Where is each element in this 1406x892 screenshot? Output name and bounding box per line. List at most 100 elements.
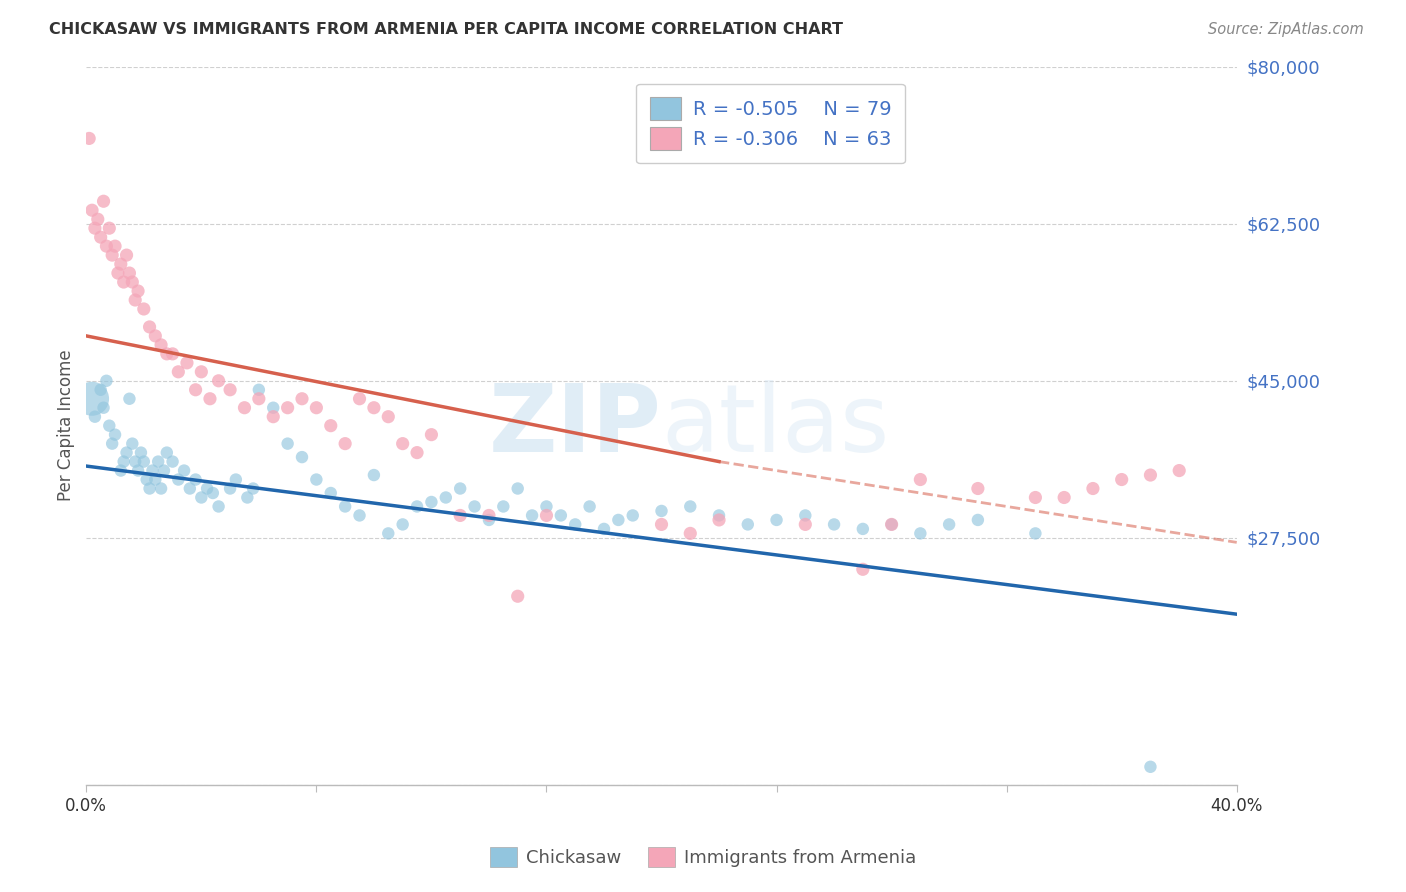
Point bbox=[852, 522, 875, 536]
Point bbox=[464, 500, 486, 514]
Point bbox=[138, 482, 160, 496]
Point bbox=[98, 221, 121, 235]
Point bbox=[87, 212, 110, 227]
Point bbox=[305, 473, 328, 487]
Point bbox=[101, 436, 124, 450]
Point bbox=[190, 365, 212, 379]
Point bbox=[132, 301, 155, 316]
Point bbox=[127, 464, 149, 478]
Point bbox=[124, 293, 146, 307]
Point bbox=[880, 517, 903, 532]
Point bbox=[707, 508, 730, 523]
Point bbox=[173, 464, 195, 478]
Point bbox=[96, 239, 118, 253]
Point bbox=[156, 347, 179, 361]
Point bbox=[910, 526, 932, 541]
Legend: R = -0.505    N = 79, R = -0.306    N = 63: R = -0.505 N = 79, R = -0.306 N = 63 bbox=[637, 84, 905, 163]
Point bbox=[794, 508, 817, 523]
Point bbox=[153, 464, 176, 478]
Point bbox=[93, 401, 115, 415]
Point bbox=[121, 275, 143, 289]
Point bbox=[127, 284, 149, 298]
Point bbox=[536, 500, 558, 514]
Point bbox=[262, 401, 284, 415]
Point bbox=[242, 482, 264, 496]
Point bbox=[184, 383, 207, 397]
Point bbox=[167, 365, 190, 379]
Point bbox=[77, 131, 100, 145]
Point bbox=[84, 221, 107, 235]
Point bbox=[195, 482, 218, 496]
Point bbox=[679, 500, 702, 514]
Point bbox=[737, 517, 759, 532]
Point bbox=[104, 239, 127, 253]
Point bbox=[277, 436, 299, 450]
Point bbox=[162, 454, 184, 468]
Point bbox=[219, 383, 242, 397]
Point bbox=[90, 383, 112, 397]
Text: CHICKASAW VS IMMIGRANTS FROM ARMENIA PER CAPITA INCOME CORRELATION CHART: CHICKASAW VS IMMIGRANTS FROM ARMENIA PER… bbox=[49, 22, 844, 37]
Point bbox=[198, 392, 221, 406]
Point bbox=[135, 473, 157, 487]
Point bbox=[607, 513, 630, 527]
Point bbox=[420, 495, 443, 509]
Point bbox=[184, 473, 207, 487]
Point bbox=[118, 392, 141, 406]
Point bbox=[179, 482, 201, 496]
Point bbox=[578, 500, 600, 514]
Point bbox=[434, 491, 457, 505]
Point bbox=[333, 500, 356, 514]
Point bbox=[143, 329, 166, 343]
Point bbox=[1081, 482, 1104, 496]
Point bbox=[550, 508, 572, 523]
Point bbox=[107, 266, 129, 280]
Point bbox=[176, 356, 198, 370]
Point bbox=[141, 464, 163, 478]
Point bbox=[190, 491, 212, 505]
Point bbox=[110, 257, 132, 271]
Point bbox=[156, 445, 179, 459]
Point bbox=[349, 508, 371, 523]
Point bbox=[910, 473, 932, 487]
Point bbox=[1111, 473, 1133, 487]
Point bbox=[262, 409, 284, 424]
Point bbox=[80, 392, 103, 406]
Point bbox=[129, 445, 152, 459]
Point bbox=[236, 491, 259, 505]
Point bbox=[219, 482, 242, 496]
Point bbox=[162, 347, 184, 361]
Point bbox=[852, 562, 875, 576]
Point bbox=[492, 500, 515, 514]
Point bbox=[449, 482, 471, 496]
Point bbox=[96, 374, 118, 388]
Point bbox=[110, 464, 132, 478]
Point bbox=[118, 266, 141, 280]
Point bbox=[277, 401, 299, 415]
Point bbox=[564, 517, 586, 532]
Point bbox=[112, 275, 135, 289]
Text: ZIP: ZIP bbox=[489, 380, 661, 472]
Point bbox=[478, 508, 501, 523]
Point bbox=[167, 473, 190, 487]
Point bbox=[201, 486, 224, 500]
Point bbox=[225, 473, 247, 487]
Y-axis label: Per Capita Income: Per Capita Income bbox=[58, 350, 75, 501]
Point bbox=[132, 454, 155, 468]
Point bbox=[115, 248, 138, 262]
Point bbox=[291, 450, 314, 464]
Point bbox=[363, 468, 385, 483]
Point bbox=[90, 230, 112, 244]
Point bbox=[121, 436, 143, 450]
Point bbox=[98, 418, 121, 433]
Point bbox=[377, 409, 399, 424]
Point bbox=[101, 248, 124, 262]
Point bbox=[449, 508, 471, 523]
Point bbox=[406, 445, 429, 459]
Point bbox=[1139, 468, 1161, 483]
Point bbox=[765, 513, 787, 527]
Point bbox=[84, 409, 107, 424]
Point bbox=[291, 392, 314, 406]
Point bbox=[143, 473, 166, 487]
Point bbox=[247, 392, 270, 406]
Point bbox=[794, 517, 817, 532]
